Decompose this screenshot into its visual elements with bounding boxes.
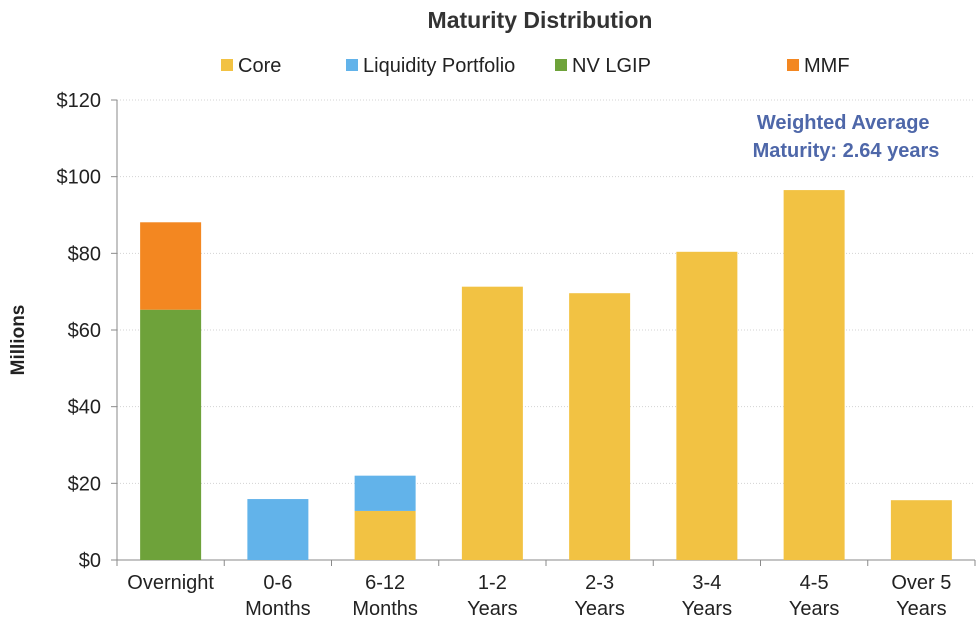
- legend-item-nv-lgip-label: NV LGIP: [572, 55, 651, 77]
- x-category-label-line: 0-6: [263, 572, 292, 594]
- x-category-label-line: 3-4: [692, 572, 721, 594]
- y-tick-label-20: $20: [68, 473, 101, 495]
- bar-overnight-mmf: [140, 222, 202, 310]
- x-category-label-over-5-years: Over 5 Years: [891, 572, 951, 620]
- y-tick-label-120: $120: [57, 90, 102, 112]
- bar-6-12-months-core: [354, 510, 416, 560]
- x-category-label-line: Years: [467, 598, 517, 620]
- legend-item-nv-lgip: NV LGIP: [555, 55, 651, 77]
- weighted-average-maturity-annotation: Weighted Average Maturity: 2.64 years: [753, 112, 940, 162]
- chart-legend: Core Liquidity Portfolio NV LGIP MMF: [221, 55, 850, 77]
- x-category-label-1-2-years: 1-2 Years: [467, 572, 517, 620]
- legend-item-nv-lgip-swatch: [555, 59, 567, 71]
- x-category-label-line: 4-5: [800, 572, 829, 594]
- x-category-label-line: Over 5: [891, 572, 951, 594]
- legend-item-core-label: Core: [238, 55, 281, 77]
- x-category-label-3-4-years: 3-4 Years: [682, 572, 732, 620]
- legend-item-liquidity-portfolio-label: Liquidity Portfolio: [363, 55, 515, 77]
- y-tick-label-100: $100: [57, 167, 102, 189]
- x-category-label-line: 6-12: [365, 572, 405, 594]
- y-axis-ticks: $0 $20 $40 $60 $80 $100 $120: [57, 90, 117, 572]
- x-category-label-0-6-months: 0-6 Months: [245, 572, 311, 620]
- bar-series-group: [140, 190, 952, 561]
- y-axis-title: Millions: [8, 305, 29, 376]
- chart-axes: [116, 100, 976, 566]
- x-category-label-line: Years: [682, 598, 732, 620]
- legend-item-liquidity-portfolio: Liquidity Portfolio: [346, 55, 515, 77]
- legend-item-mmf-label: MMF: [804, 55, 850, 77]
- bar-0-6-months-liquidity-portfolio: [247, 499, 309, 560]
- x-category-label-6-12-months: 6-12 Months: [352, 572, 418, 620]
- bar-3-4-years-core: [676, 251, 738, 561]
- chart-title: Maturity Distribution: [428, 7, 653, 33]
- legend-item-liquidity-portfolio-swatch: [346, 59, 358, 71]
- legend-item-core-swatch: [221, 59, 233, 71]
- x-category-label-line: Years: [574, 598, 624, 620]
- annotation-line-2: Maturity: 2.64 years: [753, 140, 940, 162]
- x-category-label-line: Months: [245, 598, 311, 620]
- bar-6-12-months-liquidity-portfolio: [354, 475, 416, 511]
- legend-item-mmf-swatch: [787, 59, 799, 71]
- y-tick-label-40: $40: [68, 397, 101, 419]
- x-category-label-line: Months: [352, 598, 418, 620]
- x-category-label-line: 1-2: [478, 572, 507, 594]
- y-tick-label-60: $60: [68, 320, 101, 342]
- x-category-label-2-3-years: 2-3 Years: [574, 572, 624, 620]
- bar-overnight-nv-lgip: [140, 309, 202, 560]
- x-category-label-overnight: Overnight: [127, 572, 214, 594]
- bar-1-2-years-core: [461, 286, 523, 560]
- legend-item-core: Core: [221, 55, 281, 77]
- x-axis-categories: Overnight 0-6 Months 6-12 Months 1-2 Years 2-3 Y…: [127, 572, 951, 620]
- bar-over-5-years-core: [890, 500, 952, 560]
- x-category-label-4-5-years: 4-5 Years: [789, 572, 839, 620]
- annotation-line-1: Weighted Average: [757, 112, 930, 134]
- x-category-label-line: Years: [789, 598, 839, 620]
- x-category-label-line: Overnight: [127, 572, 214, 594]
- bar-2-3-years-core: [569, 293, 631, 560]
- bar-4-5-years-core: [783, 190, 845, 561]
- x-category-label-line: Years: [896, 598, 946, 620]
- x-category-label-line: 2-3: [585, 572, 614, 594]
- y-tick-label-80: $80: [68, 243, 101, 265]
- y-tick-label-0: $0: [79, 550, 101, 572]
- legend-item-mmf: MMF: [787, 55, 850, 77]
